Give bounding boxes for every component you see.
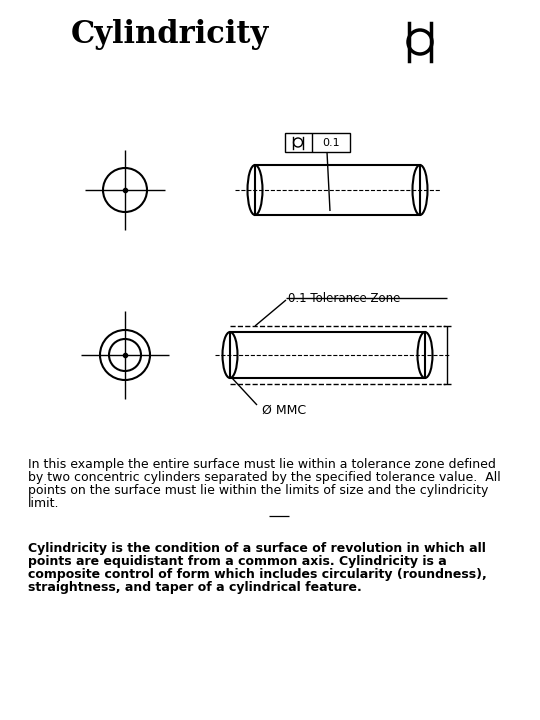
Text: points are equidistant from a common axis. Cylindricity is a: points are equidistant from a common axi…	[28, 555, 447, 568]
Text: 0.1 Tolerance Zone: 0.1 Tolerance Zone	[288, 292, 400, 305]
Text: Cylindricity is the condition of a surface of revolution in which all: Cylindricity is the condition of a surfa…	[28, 542, 486, 555]
Text: composite control of form which includes circularity (roundness),: composite control of form which includes…	[28, 568, 487, 581]
Bar	[255, 165, 420, 215]
Text: In this example the entire surface must lie within a tolerance zone defined: In this example the entire surface must …	[28, 458, 496, 471]
Bar	[230, 332, 425, 378]
Text: Cylindricity: Cylindricity	[71, 19, 269, 50]
Text: points on the surface must lie within the limits of size and the cylindricity: points on the surface must lie within th…	[28, 484, 488, 497]
Text: Ø MMC: Ø MMC	[262, 403, 306, 416]
Text: straightness, and taper of a cylindrical feature.: straightness, and taper of a cylindrical…	[28, 581, 362, 594]
Bar	[285, 133, 350, 152]
Text: limit.: limit.	[28, 497, 59, 510]
Text: by two concentric cylinders separated by the specified tolerance value.  All: by two concentric cylinders separated by…	[28, 471, 501, 484]
Text: 0.1: 0.1	[322, 138, 340, 148]
